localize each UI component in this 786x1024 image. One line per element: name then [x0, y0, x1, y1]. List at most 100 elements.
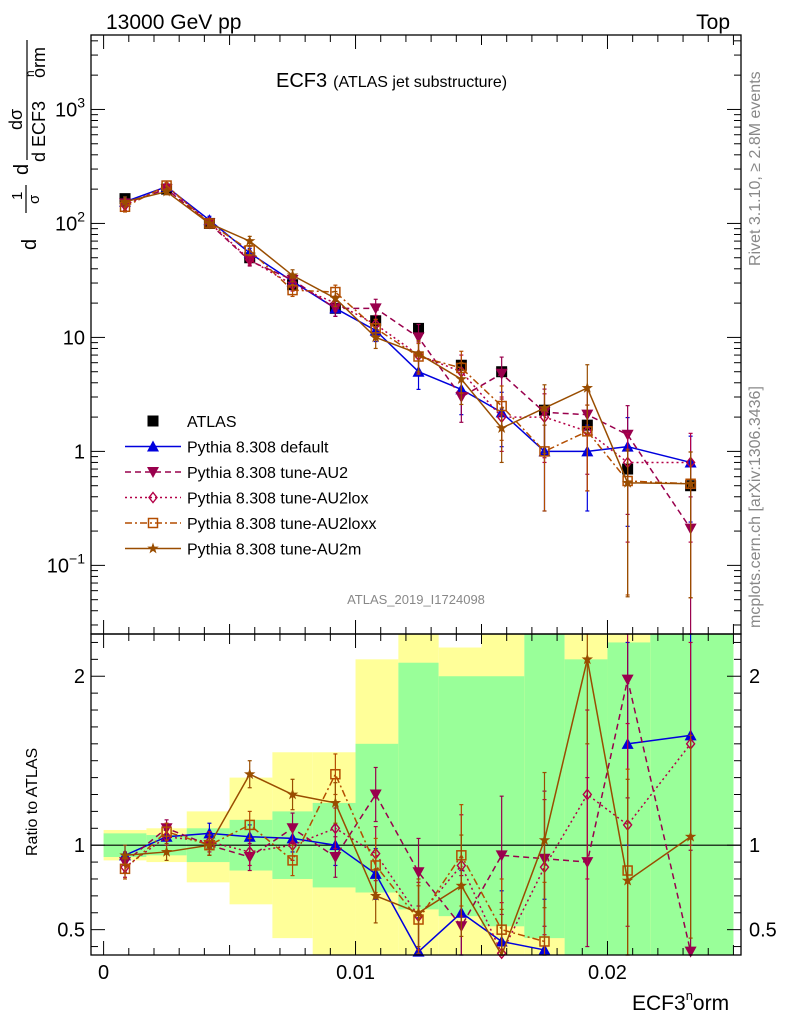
ratio-point-au2-5	[329, 852, 342, 864]
point-au2m-7	[412, 347, 425, 359]
point-au2m-11	[581, 382, 593, 393]
analysis-id: ATLAS_2019_I1724098	[347, 592, 485, 607]
legend-marker-default	[147, 440, 159, 452]
legend-item-default: Pythia 8.308 default	[125, 440, 329, 457]
point-au2lox-3	[244, 253, 255, 266]
ratio-point-au2-4	[286, 823, 299, 835]
legend-item-data: ATLAS	[147, 414, 237, 431]
point-au2m-2	[203, 217, 216, 229]
point-au2m-6	[370, 331, 382, 343]
legend-label-au2loxx: Pythia 8.308 tune-AU2loxx	[187, 516, 376, 533]
point-au2m-3	[244, 235, 256, 246]
series-line-au2m	[124, 190, 691, 485]
ratio-point-au2m-2	[203, 839, 216, 850]
ratio-ytick-label-left-1: 1	[74, 835, 85, 857]
ratio-y-axis-label: Ratio to ATLAS	[24, 748, 41, 856]
rivet-version-text: Rivet 3.1.10, ≥ 2.8M events	[747, 71, 764, 266]
point-au2m-9	[496, 422, 508, 433]
point-au2m-8	[455, 373, 468, 384]
ratio-point-au2m-5	[329, 796, 342, 808]
legend-label-data: ATLAS	[187, 414, 237, 431]
plot-title-main: ECF3	[276, 70, 327, 92]
point-au2m-13	[684, 477, 697, 489]
ratio-line-au2loxx-0	[124, 772, 545, 943]
legend-item-au2loxx: Pythia 8.308 tune-AU2loxx	[125, 516, 376, 533]
ratio-point-au2m-0	[119, 849, 131, 861]
legend-label-au2m: Pythia 8.308 tune-AU2m	[187, 542, 361, 559]
legend-item-au2: Pythia 8.308 tune-AU2	[125, 465, 348, 482]
plot-title: ECF3 (ATLAS jet substructure)	[276, 70, 507, 92]
ratio-bands	[91, 634, 741, 955]
ratio-ytick-label-right-0: 0.5	[749, 920, 777, 942]
series-au2loxx	[119, 180, 696, 599]
xtick-label-0: 0	[98, 962, 109, 984]
main-ytick-label-0: 10−1	[47, 550, 85, 577]
main-ytick-label-3: 102	[55, 208, 85, 235]
band-inner-13	[650, 634, 734, 955]
ylabel-one: 1	[9, 192, 26, 200]
point-au2-9	[495, 368, 508, 380]
legend-label-default: Pythia 8.308 default	[187, 440, 329, 457]
ratio-panel-series	[119, 633, 697, 960]
ylabel-d: d	[19, 239, 41, 250]
ratio-point-au2m-11	[581, 653, 593, 665]
axes: 10−1 1 10 102 103 0 0.01 0.02 0.5 0.5 1 1 2 2	[47, 34, 777, 984]
series-au2	[119, 184, 697, 635]
ratio-point-au2loxx-3	[244, 819, 255, 831]
ylabel-dsigma: dσ	[6, 109, 26, 130]
ratio-point-au2loxx-5	[330, 768, 341, 780]
main-ytick-label-2: 10	[63, 327, 85, 349]
ratio-point-au2lox-1	[161, 830, 172, 843]
main-ytick-label-1: 1	[74, 441, 85, 463]
legend-marker-au2m	[147, 542, 159, 554]
ratio-point-au2m-4	[286, 788, 299, 800]
series-line-au2lox	[124, 185, 691, 464]
x-axis-label-sup: n	[686, 988, 693, 1003]
plot-title-sub: (ATLAS jet substructure)	[333, 74, 507, 91]
ratio-line-au2lox-0	[124, 743, 692, 956]
ratio-point-au2loxx-1	[161, 826, 172, 837]
point-au2m-4	[286, 269, 299, 281]
series-au2m	[119, 185, 697, 599]
ratio-point-au2m-13	[684, 830, 697, 842]
legend-marker-au2loxx	[147, 517, 159, 529]
point-au2-7	[412, 332, 425, 344]
legend: ATLAS Pythia 8.308 default Pythia 8.308 tu…	[125, 414, 376, 559]
ratio-point-au2m-10	[538, 834, 551, 845]
series-line-au2loxx	[124, 184, 691, 485]
mcplots-text: mcplots.cern.ch [arXiv:1306.3436]	[747, 386, 764, 628]
ratio-point-au2lox-11	[582, 788, 593, 801]
header-left: 13000 GeV pp	[106, 11, 241, 34]
xtick-label-2: 0.02	[588, 962, 627, 984]
main-y-axis-label: d 1 σ d dσ d ECF3 n orm	[6, 40, 49, 250]
point-au2-6	[369, 303, 382, 315]
ylabel-n: n	[23, 70, 37, 77]
ratio-point-au2-7	[412, 867, 425, 879]
x-axis-label: ECF3norm	[632, 988, 729, 1015]
ratio-line-au2m-0	[124, 659, 692, 957]
x-axis-label-base: ECF3	[632, 992, 686, 1015]
ratio-point-au2m-8	[455, 879, 468, 891]
ylabel-decf: d ECF3	[29, 101, 49, 162]
ratio-ytick-label-left-2: 2	[74, 666, 85, 688]
header-right: Top	[696, 11, 730, 34]
ratio-point-au2m-6	[370, 889, 382, 901]
band-inner-9	[481, 676, 525, 927]
legend-marker-au2lox	[148, 491, 158, 504]
legend-label-au2: Pythia 8.308 tune-AU2	[187, 465, 348, 482]
main-ytick-label-4: 103	[55, 94, 85, 121]
ratio-ytick-label-right-1: 1	[749, 835, 760, 857]
ratio-series-au2m	[119, 633, 697, 957]
ylabel-sigma: σ	[26, 194, 43, 204]
ratio-point-au2m-1	[160, 845, 173, 857]
ratio-point-au2lox-5	[330, 822, 341, 835]
band-inner-11	[564, 659, 608, 955]
ylabel-d2: d	[11, 164, 33, 175]
point-au2m-10	[538, 402, 551, 413]
legend-marker-au2	[147, 467, 159, 478]
legend-marker-data	[147, 415, 159, 427]
point-au2loxx-4	[287, 284, 298, 296]
band-inner-12	[607, 642, 651, 955]
main-panel-series	[119, 180, 697, 635]
